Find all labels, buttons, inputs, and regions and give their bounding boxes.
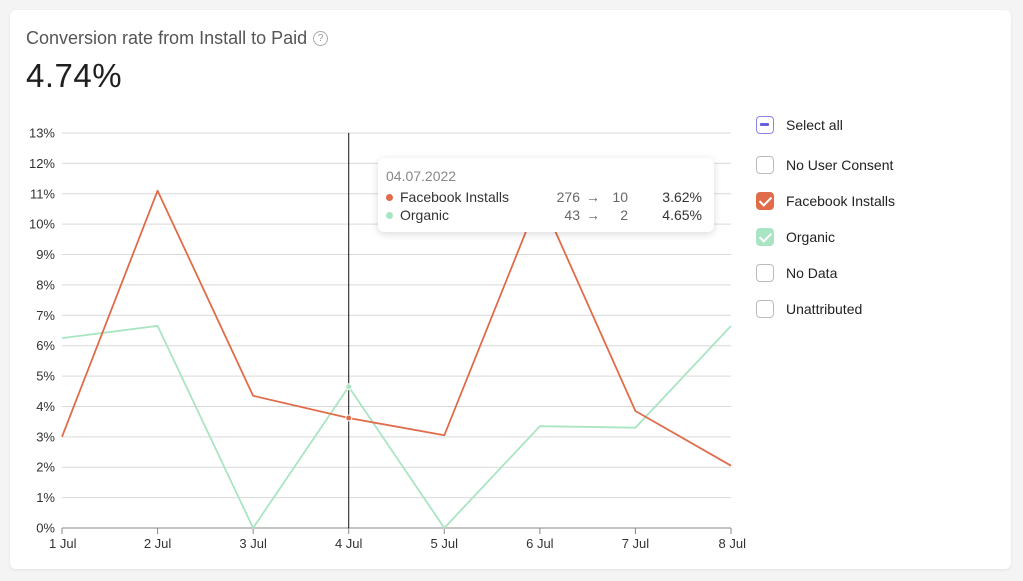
tooltip-to-value: 2 <box>620 207 628 223</box>
y-tick-label: 2% <box>36 460 55 475</box>
x-tick-label: 8 Jul <box>719 536 747 551</box>
tooltip-series-name: Facebook Installs <box>400 189 509 205</box>
y-tick-label: 1% <box>36 490 55 505</box>
y-tick-label: 7% <box>36 308 55 323</box>
legend-label: Unattributed <box>786 301 863 317</box>
checkbox-checked-icon[interactable] <box>756 228 774 246</box>
legend-label: No User Consent <box>786 157 894 173</box>
checkbox-icon[interactable] <box>756 300 774 318</box>
y-tick-label: 10% <box>29 217 55 232</box>
arrow-right-icon: → <box>586 189 600 205</box>
checkbox-checked-icon[interactable] <box>756 192 774 210</box>
facebook-dot-icon <box>386 193 393 201</box>
x-tick-label: 4 Jul <box>335 536 363 551</box>
y-tick-label: 12% <box>29 156 55 171</box>
organic-dot-icon <box>386 211 393 219</box>
help-icon[interactable]: ? <box>313 31 329 46</box>
checkbox-partial-icon[interactable] <box>756 116 774 134</box>
arrow-right-icon: → <box>586 207 600 223</box>
series-lines <box>61 189 732 529</box>
metric-value: 4.74% <box>26 57 123 94</box>
tooltip-date: 04.07.2022 <box>386 168 457 184</box>
y-tick-label: 11% <box>30 186 55 201</box>
x-tick-label: 3 Jul <box>239 536 267 551</box>
y-tick-label: 6% <box>36 338 55 353</box>
y-tick-label: 0% <box>36 521 55 536</box>
legend-label: No Data <box>786 265 838 281</box>
x-tick-label: 2 Jul <box>144 536 172 551</box>
y-tick-label: 3% <box>36 429 55 444</box>
title-row: Conversion rate from Install to Paid ? <box>26 28 329 49</box>
tooltip-from-value: 276 <box>556 189 580 205</box>
x-tick-label: 5 Jul <box>431 536 459 551</box>
checkbox-icon[interactable] <box>756 264 774 282</box>
chart-tooltip: 04.07.2022 Facebook Installs 276 → 10 3.… <box>378 158 714 232</box>
x-tick-label: 6 Jul <box>526 536 554 551</box>
checkbox-icon[interactable] <box>756 156 774 174</box>
line-chart: 0% 1% 2% 3% 4% 5% 6% 7% 8% 9% 10% 11% 12% 13% 1 Jul 2 … <box>29 126 746 552</box>
tooltip-percent: 3.62% <box>662 189 702 205</box>
x-tick-label: 1 Jul <box>49 536 77 551</box>
legend-item-facebook-installs[interactable]: Facebook Installs <box>756 192 895 210</box>
legend-item-unattributed[interactable]: Unattributed <box>756 300 862 318</box>
x-axis: 1 Jul 2 Jul 3 Jul 4 Jul 5 Jul 6 Jul 7 Jul 8 Jul <box>49 528 746 551</box>
tooltip-row-organic: Organic 43 → 2 4.65% <box>386 206 708 224</box>
y-tick-label: 4% <box>36 399 55 414</box>
y-tick-label: 13% <box>29 126 55 141</box>
legend-item-no-user-consent[interactable]: No User Consent <box>756 156 893 174</box>
legend-label: Select all <box>786 117 843 133</box>
legend-label: Organic <box>786 229 836 245</box>
series-line <box>61 189 732 467</box>
highlight-points <box>345 383 353 422</box>
highlight-point <box>345 383 353 391</box>
legend-item-no-data[interactable]: No Data <box>756 264 837 282</box>
y-axis: 0% 1% 2% 3% 4% 5% 6% 7% 8% 9% 10% 11% 12% 13% <box>29 126 55 536</box>
series-line <box>61 325 732 529</box>
tooltip-from-value: 43 <box>564 207 580 223</box>
tooltip-percent: 4.65% <box>662 207 702 223</box>
chart-title: Conversion rate from Install to Paid <box>26 28 308 48</box>
tooltip-series-name: Organic <box>400 207 450 223</box>
legend-item-organic[interactable]: Organic <box>756 228 835 246</box>
legend-label: Facebook Installs <box>786 193 895 209</box>
highlight-point <box>345 414 353 422</box>
y-tick-label: 9% <box>36 247 55 262</box>
tooltip-row-facebook: Facebook Installs 276 → 10 3.62% <box>386 188 708 206</box>
y-tick-label: 8% <box>36 277 55 292</box>
tooltip-to-value: 10 <box>612 189 628 205</box>
x-tick-label: 7 Jul <box>622 536 650 551</box>
legend-item-select-all[interactable]: Select all <box>756 116 843 134</box>
chart-card: Conversion rate from Install to Paid ? 4… <box>10 10 1011 569</box>
y-tick-label: 5% <box>36 369 55 384</box>
